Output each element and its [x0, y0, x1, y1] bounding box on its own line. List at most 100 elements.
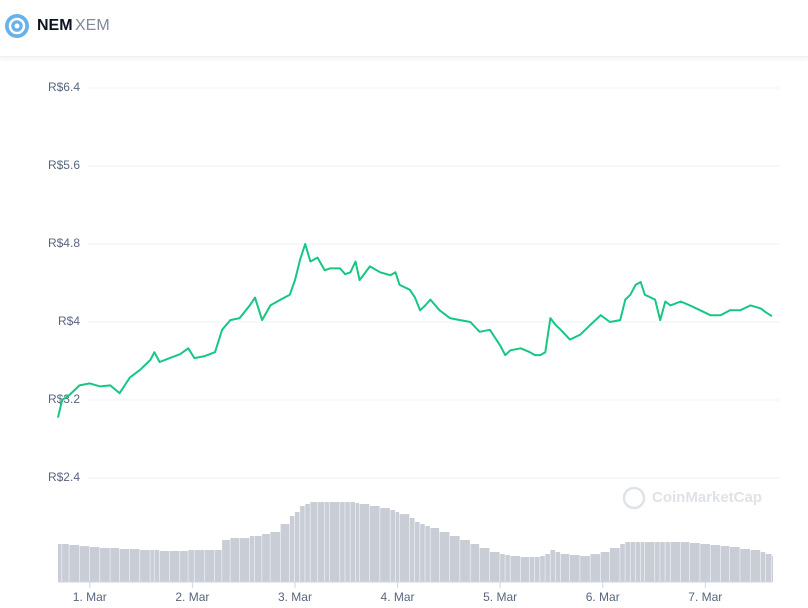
- volume-bar: [69, 545, 80, 582]
- coin-name: NEM: [37, 17, 73, 34]
- volume-bar: [760, 552, 766, 582]
- volume-bar: [222, 540, 230, 582]
- chart: CoinMarketCap R$2.4R$3.2R$4R$4.8R$5.6R$6…: [48, 80, 780, 604]
- volume-bar: [449, 536, 460, 582]
- volume-bar: [140, 550, 150, 582]
- x-tick-label: 2. Mar: [175, 590, 209, 604]
- x-tick-label: 3. Mar: [278, 590, 312, 604]
- volume-bar: [262, 534, 270, 582]
- y-tick-label: R$4: [58, 314, 80, 328]
- volume-bar: [640, 542, 645, 582]
- volume-bar: [399, 514, 410, 582]
- watermark: CoinMarketCap: [622, 486, 762, 510]
- volume-bar: [369, 506, 380, 582]
- volume-bar: [58, 544, 62, 582]
- volume-bar: [710, 545, 721, 582]
- volume-bar: [214, 550, 222, 582]
- y-tick-label: R$4.8: [48, 236, 80, 250]
- volume-bar: [700, 544, 710, 582]
- volume-bar: [529, 557, 535, 582]
- volume-bar: [555, 552, 561, 582]
- volume-bar: [535, 557, 540, 582]
- volume-bar: [180, 551, 188, 582]
- volume-bar: [660, 542, 665, 582]
- volume-bar: [194, 550, 205, 582]
- volume-bar: [505, 555, 510, 582]
- volume-bar: [689, 543, 700, 582]
- volume-bar: [625, 542, 630, 582]
- volume-bar: [665, 542, 670, 582]
- volume-bar: [289, 516, 295, 582]
- volume-bar: [415, 522, 420, 582]
- volume-bar: [294, 512, 300, 582]
- volume-bar: [305, 504, 310, 582]
- watermark-text: CoinMarketCap: [652, 489, 762, 506]
- volume-bar: [340, 502, 345, 582]
- volume-bar: [644, 542, 655, 582]
- volume-bar: [129, 549, 140, 582]
- volume-bar: [254, 536, 262, 582]
- volume-bar: [317, 502, 325, 582]
- volume-bar: [635, 542, 641, 582]
- coin-logo: [5, 14, 29, 38]
- x-tick-label: 6. Mar: [586, 590, 620, 604]
- volume-bar: [169, 551, 180, 582]
- volume-bar: [100, 548, 110, 582]
- volume-bar: [500, 554, 505, 582]
- volume-bar: [79, 546, 90, 582]
- volume-bar: [270, 532, 281, 582]
- volume-bar: [329, 502, 340, 582]
- volume-bar: [249, 536, 255, 582]
- coin-symbol: XEM: [75, 17, 110, 34]
- volume-bar: [345, 502, 350, 582]
- volume-bar: [239, 538, 250, 582]
- volume-bar: [230, 538, 240, 582]
- volume-bar: [110, 548, 120, 582]
- volume-bar: [62, 544, 69, 582]
- volume-bar: [550, 550, 556, 582]
- volume-bar: [460, 540, 470, 582]
- volume-bar: [620, 544, 625, 582]
- volume-bar: [425, 526, 430, 582]
- volume-bar: [324, 502, 330, 582]
- volume-bar: [580, 556, 590, 582]
- volume-bar: [119, 549, 130, 582]
- volume-bar: [470, 544, 480, 582]
- volume-bar: [159, 551, 170, 582]
- y-tick-label: R$2.4: [48, 470, 80, 484]
- volume-bar: [280, 524, 290, 582]
- price-line: [57, 243, 773, 418]
- volume-bar: [729, 547, 740, 582]
- volume-bar: [590, 554, 601, 582]
- volume-bar: [750, 550, 761, 582]
- volume-bar: [430, 528, 440, 582]
- volume-bar: [359, 504, 370, 582]
- volume-bar: [520, 557, 530, 582]
- volume-bar: [540, 556, 545, 582]
- volume-bar: [204, 550, 215, 582]
- volume-bar: [569, 555, 580, 582]
- x-tick-label: 7. Mar: [688, 590, 722, 604]
- volume-bar: [740, 549, 750, 582]
- x-tick-label: 1. Mar: [73, 590, 107, 604]
- volume-bar: [89, 547, 100, 582]
- volume-bar: [310, 502, 318, 582]
- x-tick-label: 4. Mar: [381, 590, 415, 604]
- volume-bar: [439, 532, 450, 582]
- volume-bar: [154, 550, 160, 582]
- volume-bar: [510, 556, 521, 582]
- volume-bar: [409, 518, 415, 582]
- volume-bar: [600, 552, 610, 582]
- volume-bar: [380, 508, 390, 582]
- volume-bar: [545, 554, 550, 582]
- volume-bar: [479, 548, 490, 582]
- volume-bar: [772, 556, 773, 582]
- volume-bar: [630, 542, 636, 582]
- volume-bar: [355, 503, 360, 582]
- volume-bar: [395, 512, 400, 582]
- volume-bar: [350, 502, 355, 582]
- y-tick-label: R$6.4: [48, 80, 80, 94]
- volume-bar: [609, 548, 620, 582]
- volume-bar: [420, 524, 425, 582]
